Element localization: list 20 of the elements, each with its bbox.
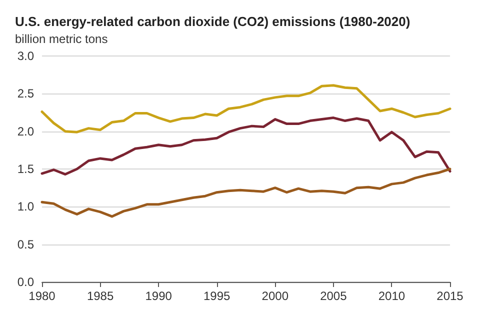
x-tick-label: 2015: [436, 289, 464, 303]
x-tick-label: 2000: [262, 289, 289, 303]
chart-title: U.S. energy-related carbon dioxide (CO2) emissions (1980-2020): [15, 14, 410, 29]
y-tick-label: 1.0: [17, 200, 34, 214]
y-tick-label: 1.5: [17, 162, 34, 176]
x-tick-label: 1990: [145, 289, 172, 303]
line-series: [40, 168, 452, 218]
y-tick-label: 2.0: [17, 124, 34, 138]
y-tick-label: 3.0: [17, 49, 34, 63]
x-tick-label: 2005: [320, 289, 348, 303]
y-tick-label: 2.5: [17, 86, 34, 101]
x-tick-label: 1985: [86, 289, 114, 303]
x-tick-label: 1980: [28, 289, 56, 303]
y-axis-title: billion metric tons: [15, 32, 108, 46]
y-tick-label: 0.5: [17, 237, 34, 252]
x-tick-label: 1995: [204, 289, 231, 303]
x-tick-label: 2010: [378, 289, 406, 303]
line-series: [40, 84, 452, 134]
line-series: [40, 116, 452, 176]
y-tick-label: 0.0: [17, 275, 34, 289]
